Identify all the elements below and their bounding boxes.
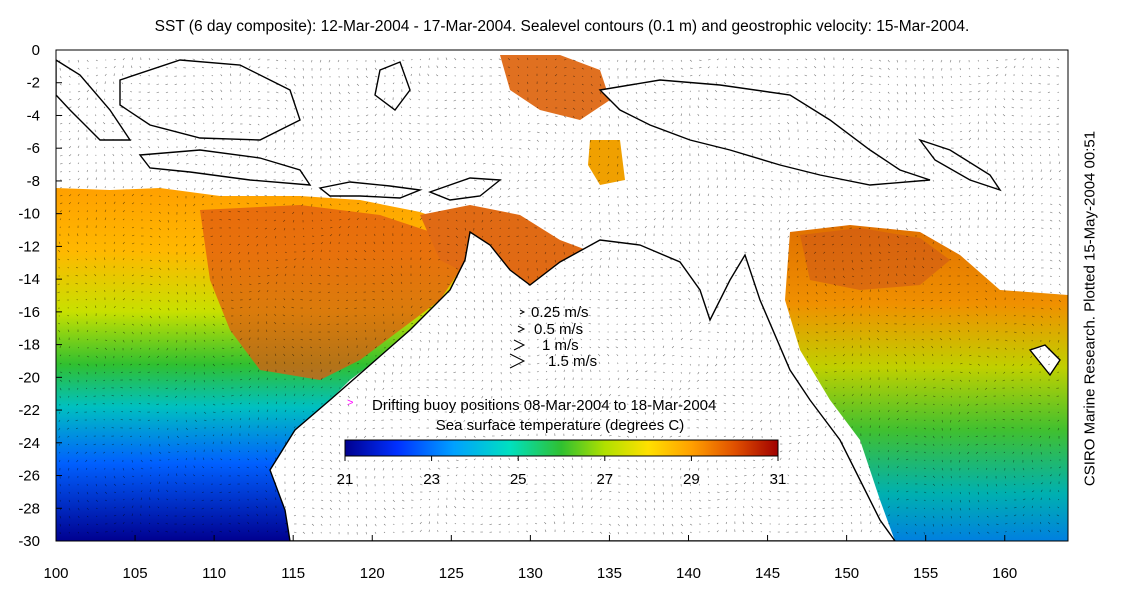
- velocity-legend-arrow: [517, 325, 526, 333]
- colorbar-title: Sea surface temperature (degrees C): [436, 417, 684, 434]
- y-tick-label: -2: [27, 75, 40, 92]
- y-tick-label: -18: [18, 337, 40, 354]
- velocity-vectors: [57, 57, 1062, 535]
- x-tick-label: 105: [123, 565, 148, 582]
- y-tick-label: -20: [18, 369, 40, 386]
- colorbar: [344, 439, 779, 457]
- y-tick-label: -26: [18, 468, 40, 485]
- y-tick-label: -6: [27, 140, 40, 157]
- sst-patch-north: [500, 55, 610, 120]
- x-tick-label: 125: [439, 565, 464, 582]
- x-tick-label: 160: [992, 565, 1017, 582]
- y-tick-label: -28: [18, 500, 40, 517]
- x-tick-label: 150: [834, 565, 859, 582]
- x-tick-label: 115: [281, 565, 305, 582]
- x-tick-label: 145: [755, 565, 780, 582]
- x-tick-label: 100: [43, 565, 68, 582]
- land-nusa-tenggara: [318, 181, 423, 199]
- colorbar-tick-label: 23: [423, 471, 440, 488]
- x-tick-label: 110: [202, 565, 226, 582]
- y-tick-label: -12: [18, 238, 40, 255]
- colorbar-tick-label: 29: [683, 471, 700, 488]
- x-tick-label: 140: [676, 565, 701, 582]
- velocity-legend: 0.25 m/s 0.5 m/s 1 m/s 1.5 m/s: [509, 304, 597, 370]
- x-axis: 100 105 110 115 120 125 130 135 140 145 150 155 160: [43, 535, 1017, 582]
- x-tick-label: 155: [913, 565, 938, 582]
- y-tick-label: -24: [18, 435, 40, 452]
- y-tick-label: -22: [18, 402, 40, 419]
- buoy-legend-label: Drifting buoy positions 08-Mar-2004 to 1…: [372, 397, 716, 414]
- y-axis: 0 -2 -4 -6 -8 -10 -12 -14 -16 -18 -20 -22 -24 -26 -28 -…: [18, 42, 62, 550]
- velocity-legend-label-1: 0.5 m/s: [534, 321, 583, 338]
- land-sumatra: [56, 59, 132, 141]
- colorbar-tick-label: 21: [337, 471, 354, 488]
- velocity-legend-label-0: 0.25 m/s: [531, 304, 589, 321]
- map-title: SST (6 day composite): 12-Mar-2004 - 17-…: [154, 18, 970, 35]
- x-tick-label: 130: [518, 565, 543, 582]
- colorbar-tick-label: 25: [510, 471, 527, 488]
- plot-frame: [55, 49, 1069, 542]
- buoy-marker-icon: >: [347, 397, 353, 409]
- sst-west-core: [200, 205, 460, 380]
- velocity-legend-arrow: [513, 339, 526, 351]
- land-new-guinea: [598, 79, 931, 186]
- velocity-legend-label-3: 1.5 m/s: [548, 353, 597, 370]
- velocity-legend-label-2: 1 m/s: [542, 337, 579, 354]
- y-tick-label: -4: [27, 107, 40, 124]
- y-tick-label: -16: [18, 304, 40, 321]
- land-java: [138, 149, 312, 186]
- sst-east-field: [785, 225, 1068, 541]
- sst-patch-north2: [588, 140, 625, 185]
- map-field: [56, 50, 1068, 541]
- x-tick-label: 120: [360, 565, 385, 582]
- land-solomons: [918, 138, 1002, 192]
- y-tick-label: -30: [18, 533, 40, 550]
- y-tick-label: 0: [32, 42, 40, 59]
- y-tick-label: -8: [27, 173, 40, 190]
- land-timor: [428, 177, 502, 201]
- x-tick-label: 135: [597, 565, 622, 582]
- colorbar-tick-label: 31: [770, 471, 787, 488]
- y-tick-label: -10: [18, 206, 40, 223]
- velocity-legend-arrow: [509, 353, 526, 369]
- colorbar-ticks: 21 23 25 27 29 31: [337, 456, 787, 488]
- land-new-caledonia: [1028, 344, 1061, 377]
- velocity-legend-arrow: [519, 309, 526, 315]
- y-tick-label: -14: [18, 271, 40, 288]
- sst-east-core: [800, 228, 950, 290]
- colorbar-tick-label: 27: [596, 471, 613, 488]
- land-borneo: [119, 59, 301, 141]
